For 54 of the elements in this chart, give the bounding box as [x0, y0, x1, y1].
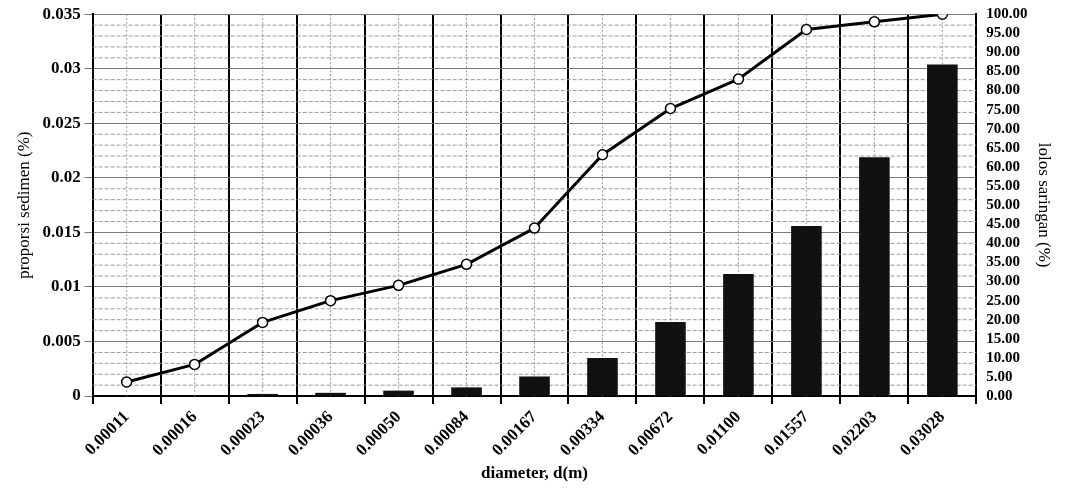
point	[188, 358, 201, 371]
y-tick-label: 0.015	[42, 221, 81, 241]
y2-tick-label: 0.00	[986, 386, 1013, 403]
bar	[723, 273, 754, 396]
y2-tick-label: 85.00	[986, 62, 1021, 79]
y2-axis-title: lolos saringan (%)	[1035, 142, 1055, 268]
point	[324, 294, 337, 307]
point	[800, 23, 813, 36]
bar	[451, 387, 482, 396]
bar	[383, 390, 414, 396]
x-axis-title: diameter, d(m)	[480, 463, 589, 483]
y2-tick-label: 20.00	[986, 310, 1021, 327]
y2-tick-label: 45.00	[986, 215, 1021, 232]
y2-tick-label: 80.00	[986, 81, 1021, 98]
y2-tick-label: 15.00	[986, 329, 1021, 346]
bar	[791, 225, 822, 396]
bar	[655, 321, 686, 396]
y2-tick-label: 50.00	[986, 196, 1021, 213]
bar	[315, 392, 346, 396]
y2-tick-label: 60.00	[986, 157, 1021, 174]
bar	[519, 376, 550, 396]
y2-tick-label: 100.00	[986, 5, 1028, 22]
y-tick-label: 0.01	[50, 276, 81, 296]
y2-tick-label: 35.00	[986, 253, 1021, 270]
y2-tick-label: 5.00	[986, 367, 1013, 384]
y2-tick-label: 30.00	[986, 272, 1021, 289]
point	[664, 102, 677, 115]
y-tick-label: 0.025	[42, 112, 81, 132]
point	[120, 376, 133, 388]
bar	[859, 157, 890, 396]
point	[392, 279, 405, 292]
y2-tick-label: 90.00	[986, 43, 1021, 60]
y2-tick-label: 55.00	[986, 176, 1021, 193]
point	[596, 148, 609, 161]
point	[868, 16, 881, 28]
y-tick-label: 0	[72, 385, 81, 405]
point	[732, 73, 745, 85]
y-tick-label: 0.035	[42, 3, 81, 23]
y2-tick-label: 40.00	[986, 234, 1021, 251]
y-tick-label: 0.03	[50, 58, 81, 78]
y2-tick-label: 25.00	[986, 291, 1021, 308]
bar	[587, 357, 618, 396]
y-axis-title: proporsi sedimen (%)	[13, 131, 33, 279]
point	[256, 316, 269, 329]
y2-tick-label: 65.00	[986, 138, 1021, 155]
y2-tick-label: 10.00	[986, 348, 1021, 365]
y2-tick-label: 95.00	[986, 24, 1021, 41]
y-tick-label: 0.02	[50, 167, 81, 187]
y2-tick-label: 70.00	[986, 119, 1021, 136]
point	[460, 258, 473, 271]
point	[528, 222, 541, 234]
y-tick-label: 0.005	[42, 330, 81, 350]
bar	[927, 64, 958, 396]
y2-tick-label: 75.00	[986, 100, 1021, 117]
